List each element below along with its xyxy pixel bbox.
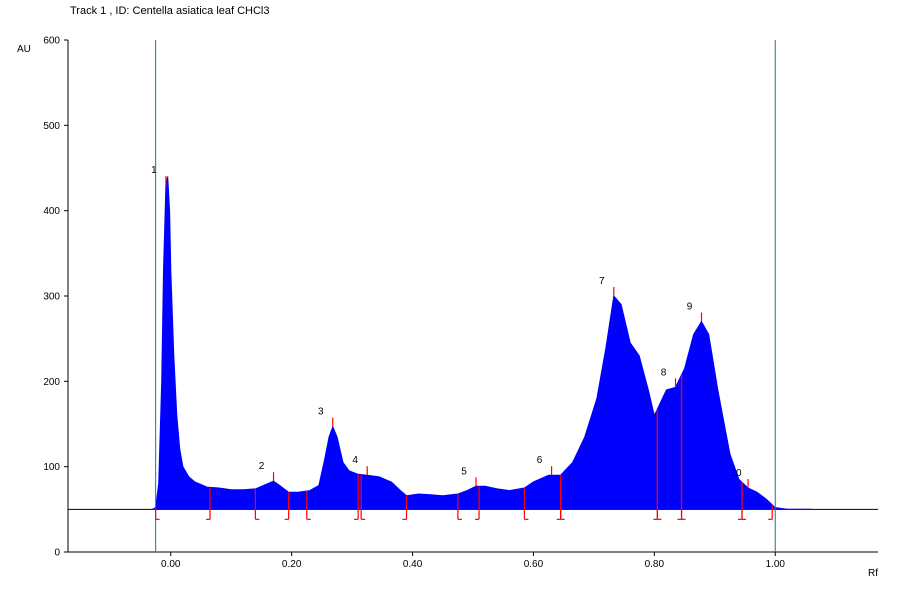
y-tick-label: 400 [43,206,60,217]
plot-area [68,40,878,552]
peak-label: 7 [599,276,605,287]
peak-label: 1 [151,165,157,176]
peak-label: 10 [730,468,742,479]
peak-label: 8 [661,367,667,378]
peak-label: 4 [352,455,358,466]
x-tick-label: 0.60 [524,559,544,570]
x-tick-label: 0.80 [645,559,665,570]
chromatogram-area [153,177,812,510]
x-tick-label: 1.00 [766,559,786,570]
peak-label: 2 [259,461,265,472]
x-tick-label: 0.20 [282,559,302,570]
y-tick-label: 500 [43,121,60,132]
peak-label: 9 [687,302,693,313]
peak-label: 3 [318,407,324,418]
y-tick-label: 100 [43,462,60,473]
y-tick-label: 300 [43,292,60,303]
peak-label: 5 [461,466,467,477]
y-tick-label: 200 [43,377,60,388]
x-tick-label: 0.00 [161,559,181,570]
x-tick-label: 0.40 [403,559,423,570]
peak-label: 6 [537,455,543,466]
y-tick-label: 600 [43,36,60,47]
y-tick-label: 0 [54,548,60,559]
